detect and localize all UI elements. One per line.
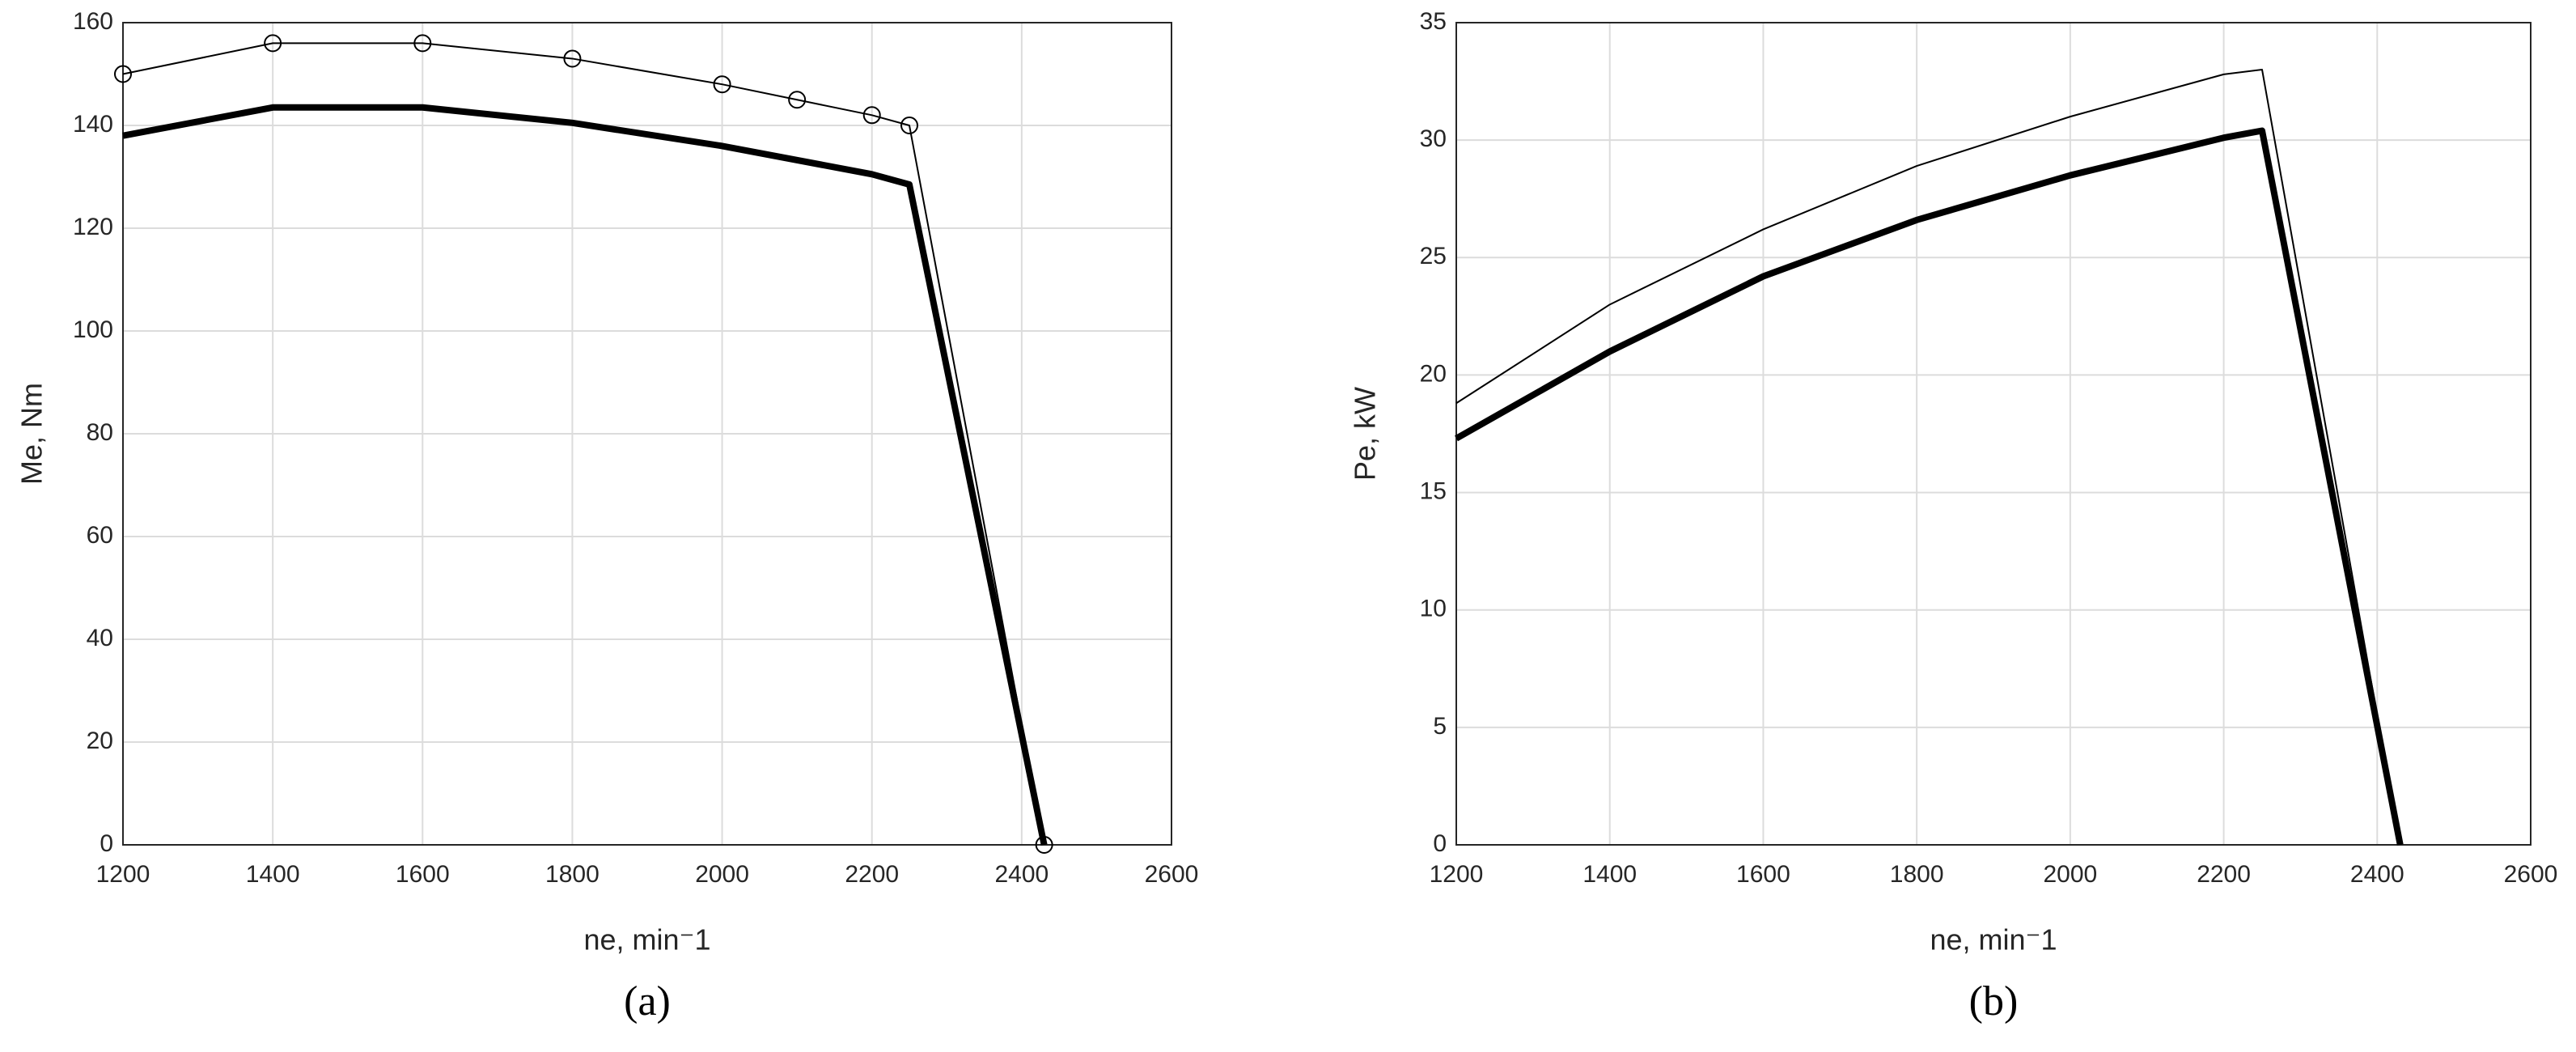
data-line [122, 104, 1048, 846]
x-tick-label: 2200 [845, 861, 899, 888]
data-line [1455, 69, 2401, 846]
x-tick-label: 2600 [2504, 861, 2558, 888]
x-tick-label: 1400 [246, 861, 300, 888]
data-line [122, 42, 1045, 846]
y-tick-label: 100 [73, 316, 113, 343]
x-tick-label: 1200 [1430, 861, 1484, 888]
y-tick-label: 40 [87, 625, 113, 651]
data-point [264, 34, 282, 53]
data-point [413, 34, 432, 53]
y-tick-label: 0 [100, 830, 113, 857]
plot-frame [1455, 22, 2532, 846]
y-tick-label: 20 [87, 727, 113, 754]
y-tick-label: 60 [87, 522, 113, 549]
y-tick-label: 5 [1433, 713, 1447, 740]
x-tick-label: 1400 [1582, 861, 1637, 888]
plot-frame [122, 22, 1172, 846]
x-tick-label: 2400 [994, 861, 1049, 888]
x-tick-label: 1200 [96, 861, 150, 888]
x-tick-label: 2400 [2350, 861, 2404, 888]
y-tick-label: 10 [1420, 596, 1447, 622]
y-tick-label: 120 [73, 214, 113, 240]
data-point [114, 65, 132, 83]
y-axis-label: Pe, kW [1349, 387, 1382, 481]
data-point [900, 117, 918, 134]
caption: (b) [1969, 978, 2019, 1024]
x-tick-label: 2000 [2043, 861, 2097, 888]
y-tick-label: 80 [87, 419, 113, 446]
x-tick-label: 1800 [1890, 861, 1944, 888]
y-axis-label: Me, Nm [15, 383, 49, 485]
y-tick-label: 140 [73, 111, 113, 138]
y-tick-label: 30 [1420, 125, 1447, 152]
y-tick-label: 15 [1420, 477, 1447, 504]
y-tick-label: 25 [1420, 243, 1447, 269]
x-tick-label: 1800 [545, 861, 600, 888]
plot-area [1456, 23, 2531, 845]
data-point [862, 106, 881, 125]
caption: (a) [624, 978, 671, 1024]
data-point [713, 75, 731, 94]
x-axis-label: ne, min⁻1 [1930, 923, 2057, 957]
x-tick-label: 2200 [2197, 861, 2251, 888]
x-tick-label: 2000 [695, 861, 749, 888]
data-point [563, 49, 582, 68]
data-line [1455, 127, 2404, 846]
x-axis-label: ne, min⁻1 [583, 923, 710, 957]
y-tick-label: 0 [1433, 830, 1447, 857]
x-tick-label: 1600 [396, 861, 450, 888]
x-tick-label: 2600 [1145, 861, 1199, 888]
y-tick-label: 35 [1420, 8, 1447, 35]
data-point [788, 91, 807, 109]
x-tick-label: 1600 [1736, 861, 1790, 888]
y-tick-label: 20 [1420, 360, 1447, 387]
y-tick-label: 160 [73, 8, 113, 35]
